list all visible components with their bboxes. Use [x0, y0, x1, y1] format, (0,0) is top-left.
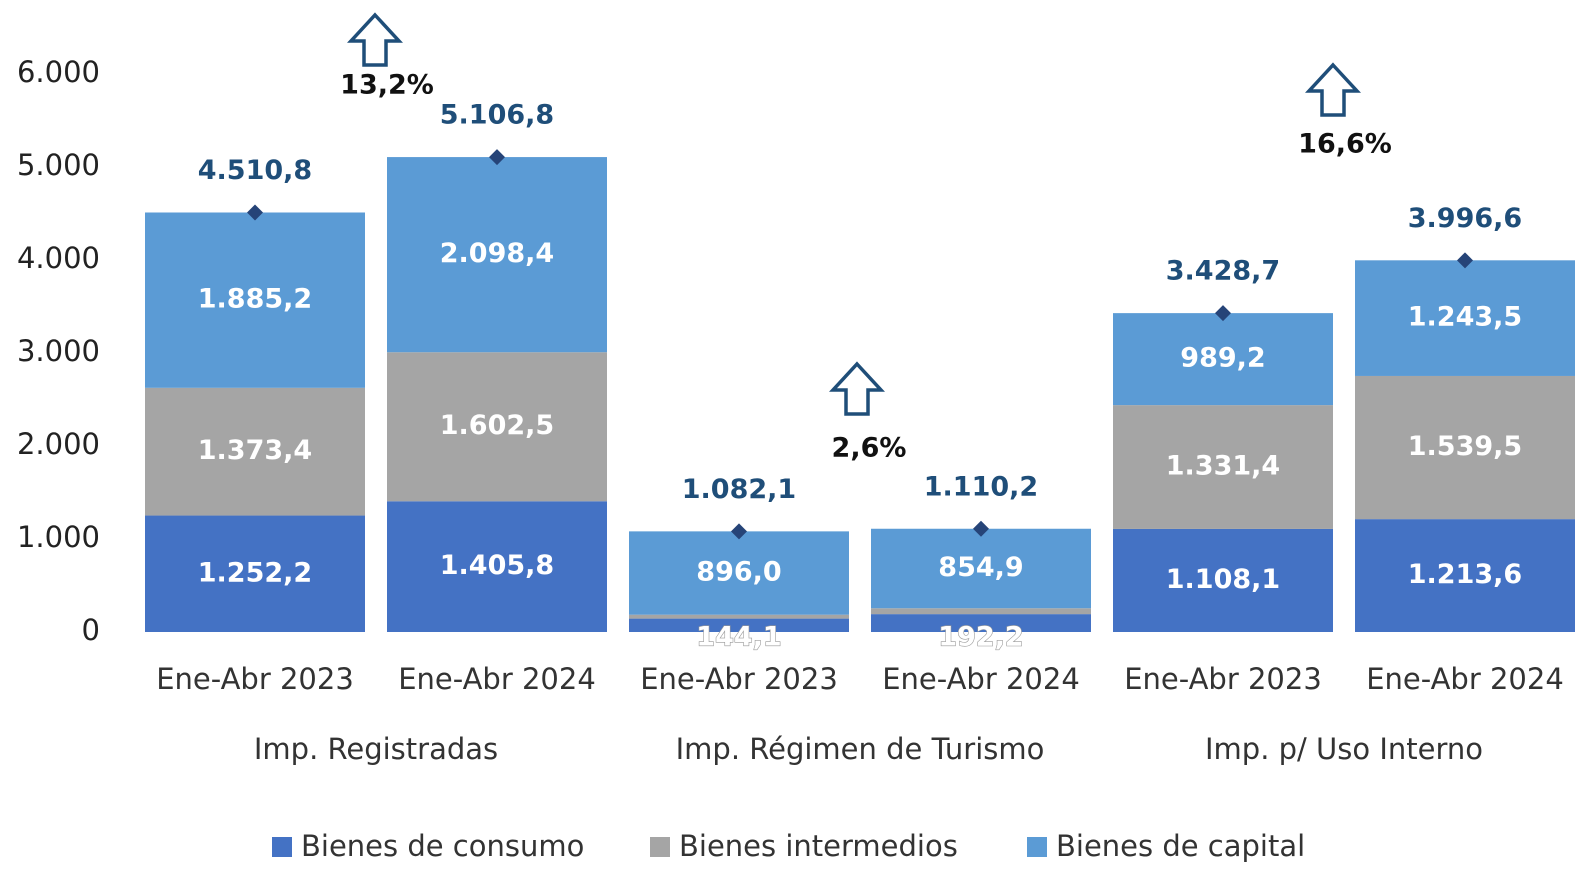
- bar-segment: [871, 528, 1091, 609]
- growth-label: 13,2%: [340, 70, 434, 101]
- legend-swatch: [1027, 837, 1047, 857]
- bar-segment: [629, 531, 849, 615]
- y-tick-label: 6.000: [17, 55, 100, 89]
- y-tick-label: 3.000: [17, 334, 100, 368]
- data-label: 896,0: [696, 557, 781, 588]
- bar-segment: [387, 501, 607, 632]
- y-tick-label: 5.000: [17, 148, 100, 182]
- y-tick-label: 4.000: [17, 241, 100, 275]
- growth-arrow: [1305, 62, 1361, 117]
- total-label: 1.082,1: [682, 474, 796, 505]
- data-label: 1.108,1: [1166, 564, 1280, 595]
- total-marker: [731, 523, 747, 540]
- x-tick-label: Ene-Abr 2024: [882, 662, 1080, 696]
- x-tick-label: Ene-Abr 2023: [1124, 662, 1322, 696]
- data-label: 192,2: [938, 622, 1023, 653]
- data-label: 1.539,5: [1408, 431, 1522, 462]
- data-label: 2.098,4: [440, 238, 554, 269]
- data-label: 854,9: [938, 552, 1023, 583]
- bar-segment: [145, 515, 365, 632]
- bar-segment: [871, 614, 1091, 632]
- total-marker: [1457, 252, 1473, 269]
- group-label: Imp. Régimen de Turismo: [676, 732, 1045, 766]
- group-label: Imp. p/ Uso Interno: [1205, 732, 1483, 766]
- x-tick-label: Ene-Abr 2024: [398, 662, 596, 696]
- bar-segment: [387, 157, 607, 353]
- data-label: 1.243,5: [1408, 302, 1522, 333]
- growth-label: 16,6%: [1298, 129, 1392, 160]
- total-marker: [973, 520, 989, 537]
- total-label: 1.110,2: [924, 471, 1038, 502]
- growth-arrow: [347, 12, 403, 67]
- bar-segment: [629, 614, 849, 619]
- legend-label: Bienes intermedios: [679, 829, 958, 863]
- y-tick-label: 0: [82, 613, 100, 647]
- total-label: 5.106,8: [440, 100, 554, 131]
- bar-segment: [1355, 519, 1575, 632]
- data-label: 1.373,4: [198, 435, 312, 466]
- data-label: 1.885,2: [198, 284, 312, 315]
- bar-segment: [1355, 260, 1575, 376]
- legend-swatch: [272, 837, 292, 857]
- legend-label: Bienes de capital: [1056, 829, 1305, 863]
- total-marker: [489, 149, 505, 166]
- data-label: 1.602,5: [440, 410, 554, 441]
- data-label: 989,2: [1180, 343, 1265, 374]
- x-tick-label: Ene-Abr 2024: [1366, 662, 1564, 696]
- bar-segment: [1113, 405, 1333, 529]
- y-tick-label: 2.000: [17, 427, 100, 461]
- total-label: 4.510,8: [198, 155, 312, 186]
- data-label: 1.252,2: [198, 557, 312, 588]
- data-label: 1.405,8: [440, 550, 554, 581]
- bar-segment: [629, 618, 849, 632]
- x-tick-label: Ene-Abr 2023: [640, 662, 838, 696]
- bar-segment: [145, 387, 365, 516]
- x-tick-label: Ene-Abr 2023: [156, 662, 354, 696]
- data-label: 144,1: [696, 622, 781, 653]
- total-label: 3.428,7: [1166, 256, 1280, 287]
- bar-segment: [1113, 313, 1333, 406]
- bar-segment: [871, 608, 1091, 615]
- total-marker: [1215, 305, 1231, 322]
- bar-segment: [1113, 528, 1333, 632]
- data-label: 1.213,6: [1408, 559, 1522, 590]
- total-marker: [247, 204, 263, 221]
- bar-segment: [387, 352, 607, 502]
- legend-label: Bienes de consumo: [301, 829, 584, 863]
- bar-segment: [1355, 375, 1575, 520]
- group-label: Imp. Registradas: [254, 732, 498, 766]
- y-tick-label: 1.000: [17, 520, 100, 554]
- legend-swatch: [650, 837, 670, 857]
- total-label: 3.996,6: [1408, 203, 1522, 234]
- bar-segment: [145, 212, 365, 388]
- growth-label: 2,6%: [832, 433, 907, 464]
- data-label: 1.331,4: [1166, 451, 1280, 482]
- growth-arrow: [829, 361, 885, 416]
